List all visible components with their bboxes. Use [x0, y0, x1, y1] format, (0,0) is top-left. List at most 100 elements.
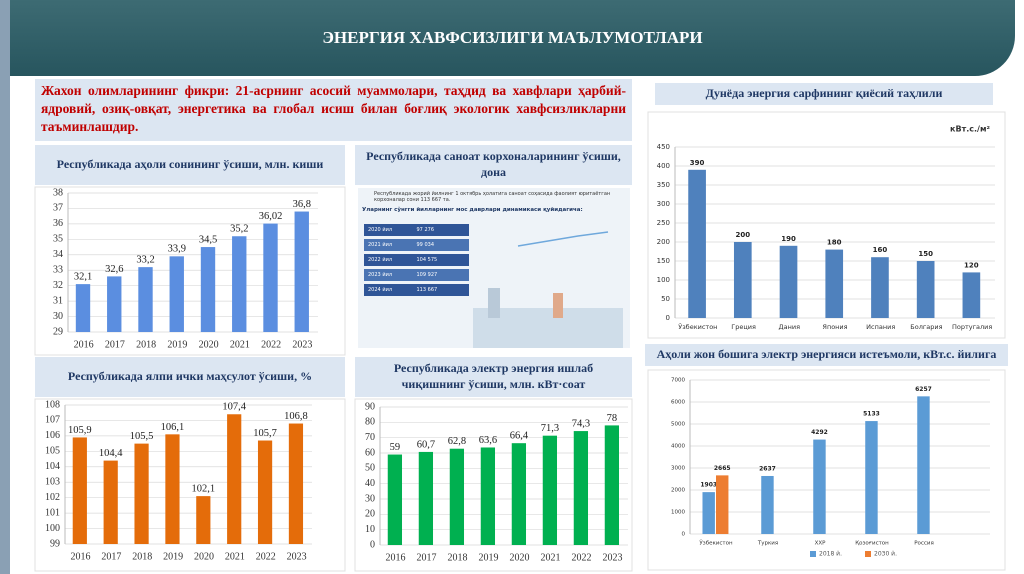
y-tick-label: 80	[365, 417, 375, 428]
y-tick-label: 2000	[671, 488, 685, 494]
table-cell: 2020 йил	[368, 227, 393, 233]
value-label: 106,1	[161, 422, 185, 433]
legend-swatch	[810, 551, 816, 557]
chart-title: Республикада аҳоли сонининг ўсиши, млн. …	[35, 145, 345, 185]
value-label: 180	[827, 239, 842, 247]
y-tick-label: 31	[53, 295, 63, 306]
bar	[288, 423, 304, 544]
bar	[107, 276, 122, 332]
intro: Жахон олимларининг фикри: 21-асрнинг асо…	[35, 79, 632, 141]
table-row: 2022 йил 104 575	[364, 254, 469, 266]
y-tick-label: 104	[45, 461, 60, 472]
x-tick-label: Дания	[779, 323, 801, 331]
value-label: 36,8	[293, 199, 311, 210]
table-cell: 2022 йил	[368, 257, 393, 263]
value-label: 2637	[759, 465, 776, 472]
x-tick-label: Греция	[731, 323, 756, 331]
y-tick-label: 29	[53, 326, 63, 337]
y-tick-label: 150	[657, 257, 670, 265]
y-tick-label: 38	[53, 187, 63, 198]
x-tick-label: 2018	[132, 551, 152, 562]
y-tick-label: 70	[365, 432, 375, 443]
x-tick-label: 2020	[510, 552, 530, 563]
table-cell: 2024 йил	[368, 287, 393, 293]
y-tick-label: 34	[53, 249, 63, 260]
chart-title: Аҳоли жон бошига электр энергияси истеъм…	[645, 344, 1008, 366]
y-tick-label: 6000	[671, 400, 685, 406]
bar	[917, 396, 930, 534]
value-label: 66,4	[510, 431, 529, 442]
y-axis-label: кВт.с./м²	[950, 125, 990, 134]
bar	[871, 257, 889, 318]
x-tick-label: Россия	[914, 541, 934, 547]
bar	[825, 249, 844, 318]
y-tick-label: 7000	[671, 378, 685, 384]
y-tick-label: 105	[45, 446, 60, 457]
bar	[138, 267, 153, 332]
y-tick-label: 0	[370, 539, 375, 550]
table-row: 2020 йил 97 276	[364, 224, 469, 236]
bar	[134, 443, 149, 544]
y-tick-label: 200	[657, 238, 670, 246]
value-label: 59	[390, 442, 401, 453]
x-tick-label: Ўзбекистон	[678, 322, 717, 331]
y-tick-label: 400	[657, 162, 670, 170]
bar	[761, 475, 774, 534]
bar	[196, 496, 211, 544]
value-label: 200	[735, 231, 750, 239]
bar	[72, 437, 87, 544]
x-tick-label: Португалия	[952, 323, 992, 331]
decor-chimney	[553, 293, 563, 318]
y-tick-label: 50	[365, 463, 375, 474]
bar	[387, 454, 403, 545]
y-tick-label: 350	[657, 181, 670, 189]
y-tick-label: 20	[365, 509, 375, 520]
bar	[916, 261, 935, 318]
value-label: 33,2	[136, 255, 154, 266]
table-row: 2023 йил 109 927	[364, 269, 469, 281]
x-tick-label: 2020	[199, 339, 219, 350]
chart-title: Республикада ялпи ички маҳсулот ўсиши, %	[35, 357, 345, 397]
legend-label: 2030 й.	[874, 551, 897, 558]
x-tick-label: 2019	[163, 551, 183, 562]
x-tick-label: Япония	[822, 323, 847, 331]
y-tick-label: 0	[666, 314, 670, 322]
x-tick-label: 2021	[225, 551, 245, 562]
value-label: 107,4	[222, 402, 246, 413]
bar	[511, 443, 527, 545]
x-tick-label: 2023	[603, 552, 623, 563]
table-row: 2021 йил 99 034	[364, 239, 469, 251]
factories-image: Республикада жорий йилнинг 1 октябрь ҳол…	[358, 188, 630, 348]
value-label: 390	[690, 159, 705, 167]
y-tick-label: 3000	[671, 466, 685, 472]
value-label: 62,8	[448, 436, 466, 447]
y-tick-label: 250	[657, 219, 670, 227]
bar	[573, 431, 589, 545]
decor-chimney	[488, 288, 500, 318]
bar	[103, 460, 118, 544]
bar	[716, 475, 729, 534]
x-tick-label: 2017	[105, 339, 125, 350]
y-tick-label: 33	[53, 265, 63, 276]
y-tick-label: 100	[45, 523, 60, 534]
table-cell: 113 667	[416, 287, 438, 293]
bar	[257, 440, 273, 544]
x-tick-label: 2019	[479, 552, 499, 563]
bar	[733, 242, 752, 318]
side-stripe	[0, 0, 10, 574]
y-tick-label: 101	[45, 507, 60, 518]
x-tick-label: Ўзбекистон	[699, 540, 733, 547]
chart-title: Дунёда энергия сарфининг қиёсий таҳлили	[655, 83, 993, 105]
bar	[75, 284, 91, 332]
y-tick-label: 30	[53, 311, 63, 322]
value-label: 4292	[811, 429, 828, 436]
value-label: 1903	[700, 482, 717, 489]
bar	[200, 247, 216, 332]
y-tick-label: 99	[50, 538, 60, 549]
table-cell: 104 575	[416, 257, 438, 263]
y-tick-label: 60	[365, 447, 375, 458]
value-label: 190	[781, 235, 796, 243]
bar	[480, 447, 496, 545]
